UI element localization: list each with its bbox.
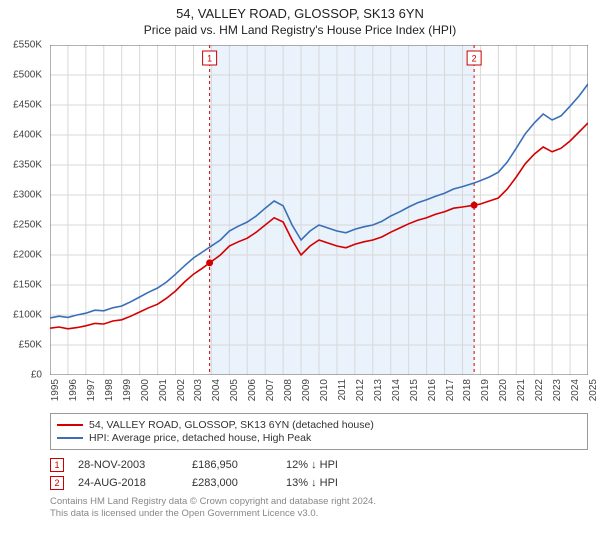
x-tick-label: 1996: [68, 379, 79, 401]
x-axis: 1995 1996 1997 1998 1999 2000 2001 2002 2003 2004…: [50, 375, 588, 409]
x-tick-label: 1997: [86, 379, 97, 401]
x-tick-label: 2004: [211, 379, 222, 401]
x-tick-label: 2006: [247, 379, 258, 401]
legend: 54, VALLEY ROAD, GLOSSOP, SK13 6YN (deta…: [50, 413, 588, 450]
tx-price: £283,000: [192, 477, 272, 489]
x-tick-label: 2000: [140, 379, 151, 401]
legend-swatch: [57, 424, 83, 426]
y-tick-label: £300K: [13, 190, 42, 201]
y-axis: £0£50K£100K£150K£200K£250K£300K£350K£400…: [0, 45, 46, 375]
tx-delta: 13% ↓ HPI: [286, 477, 386, 489]
transactions-block: 1 28-NOV-2003 £186,950 12% ↓ HPI 2 24-AUG-201…: [50, 458, 588, 490]
x-tick-label: 2011: [337, 379, 348, 401]
y-tick-label: £0: [31, 370, 42, 381]
x-tick-label: 2014: [391, 379, 402, 401]
y-tick-label: £350K: [13, 160, 42, 171]
x-tick-label: 2007: [265, 379, 276, 401]
x-tick-label: 2025: [588, 379, 599, 401]
x-tick-label: 2008: [283, 379, 294, 401]
tx-marker: 2: [50, 476, 64, 490]
footer-line: This data is licensed under the Open Gov…: [50, 508, 588, 520]
svg-text:1: 1: [207, 54, 212, 64]
tx-delta: 12% ↓ HPI: [286, 459, 386, 471]
x-tick-label: 1995: [50, 379, 61, 401]
x-tick-label: 2023: [552, 379, 563, 401]
y-tick-label: £450K: [13, 100, 42, 111]
y-tick-label: £550K: [13, 40, 42, 51]
y-tick-label: £50K: [19, 340, 42, 351]
x-tick-label: 2017: [445, 379, 456, 401]
y-tick-label: £200K: [13, 250, 42, 261]
x-tick-label: 2005: [229, 379, 240, 401]
x-tick-label: 2018: [462, 379, 473, 401]
legend-row: HPI: Average price, detached house, High…: [57, 432, 581, 444]
transaction-row: 1 28-NOV-2003 £186,950 12% ↓ HPI: [50, 458, 588, 472]
x-tick-label: 2012: [355, 379, 366, 401]
legend-label: 54, VALLEY ROAD, GLOSSOP, SK13 6YN (deta…: [89, 419, 374, 431]
x-tick-label: 2021: [516, 379, 527, 401]
x-tick-label: 2010: [319, 379, 330, 401]
chart-area: £0£50K£100K£150K£200K£250K£300K£350K£400…: [50, 45, 588, 375]
title-block: 54, VALLEY ROAD, GLOSSOP, SK13 6YN Price…: [0, 0, 600, 37]
x-tick-label: 2024: [570, 379, 581, 401]
x-tick-label: 2015: [409, 379, 420, 401]
legend-swatch: [57, 437, 83, 439]
footer: Contains HM Land Registry data © Crown c…: [50, 496, 588, 521]
legend-label: HPI: Average price, detached house, High…: [89, 432, 311, 444]
y-tick-label: £500K: [13, 70, 42, 81]
x-tick-label: 2001: [158, 379, 169, 401]
x-tick-label: 2003: [193, 379, 204, 401]
chart-plot: 12: [50, 45, 588, 375]
x-tick-label: 2016: [427, 379, 438, 401]
tx-marker: 1: [50, 458, 64, 472]
tx-price: £186,950: [192, 459, 272, 471]
x-tick-label: 1999: [122, 379, 133, 401]
y-tick-label: £150K: [13, 280, 42, 291]
x-tick-label: 1998: [104, 379, 115, 401]
y-tick-label: £250K: [13, 220, 42, 231]
x-tick-label: 2009: [301, 379, 312, 401]
footer-line: Contains HM Land Registry data © Crown c…: [50, 496, 588, 508]
x-tick-label: 2020: [498, 379, 509, 401]
x-tick-label: 2013: [373, 379, 384, 401]
chart-subtitle: Price paid vs. HM Land Registry's House …: [0, 23, 600, 37]
y-tick-label: £100K: [13, 310, 42, 321]
chart-title: 54, VALLEY ROAD, GLOSSOP, SK13 6YN: [0, 6, 600, 21]
tx-date: 28-NOV-2003: [78, 459, 178, 471]
legend-row: 54, VALLEY ROAD, GLOSSOP, SK13 6YN (deta…: [57, 419, 581, 431]
transaction-row: 2 24-AUG-2018 £283,000 13% ↓ HPI: [50, 476, 588, 490]
svg-text:2: 2: [472, 54, 477, 64]
x-tick-label: 2019: [480, 379, 491, 401]
x-tick-label: 2002: [176, 379, 187, 401]
x-tick-label: 2022: [534, 379, 545, 401]
y-tick-label: £400K: [13, 130, 42, 141]
tx-date: 24-AUG-2018: [78, 477, 178, 489]
